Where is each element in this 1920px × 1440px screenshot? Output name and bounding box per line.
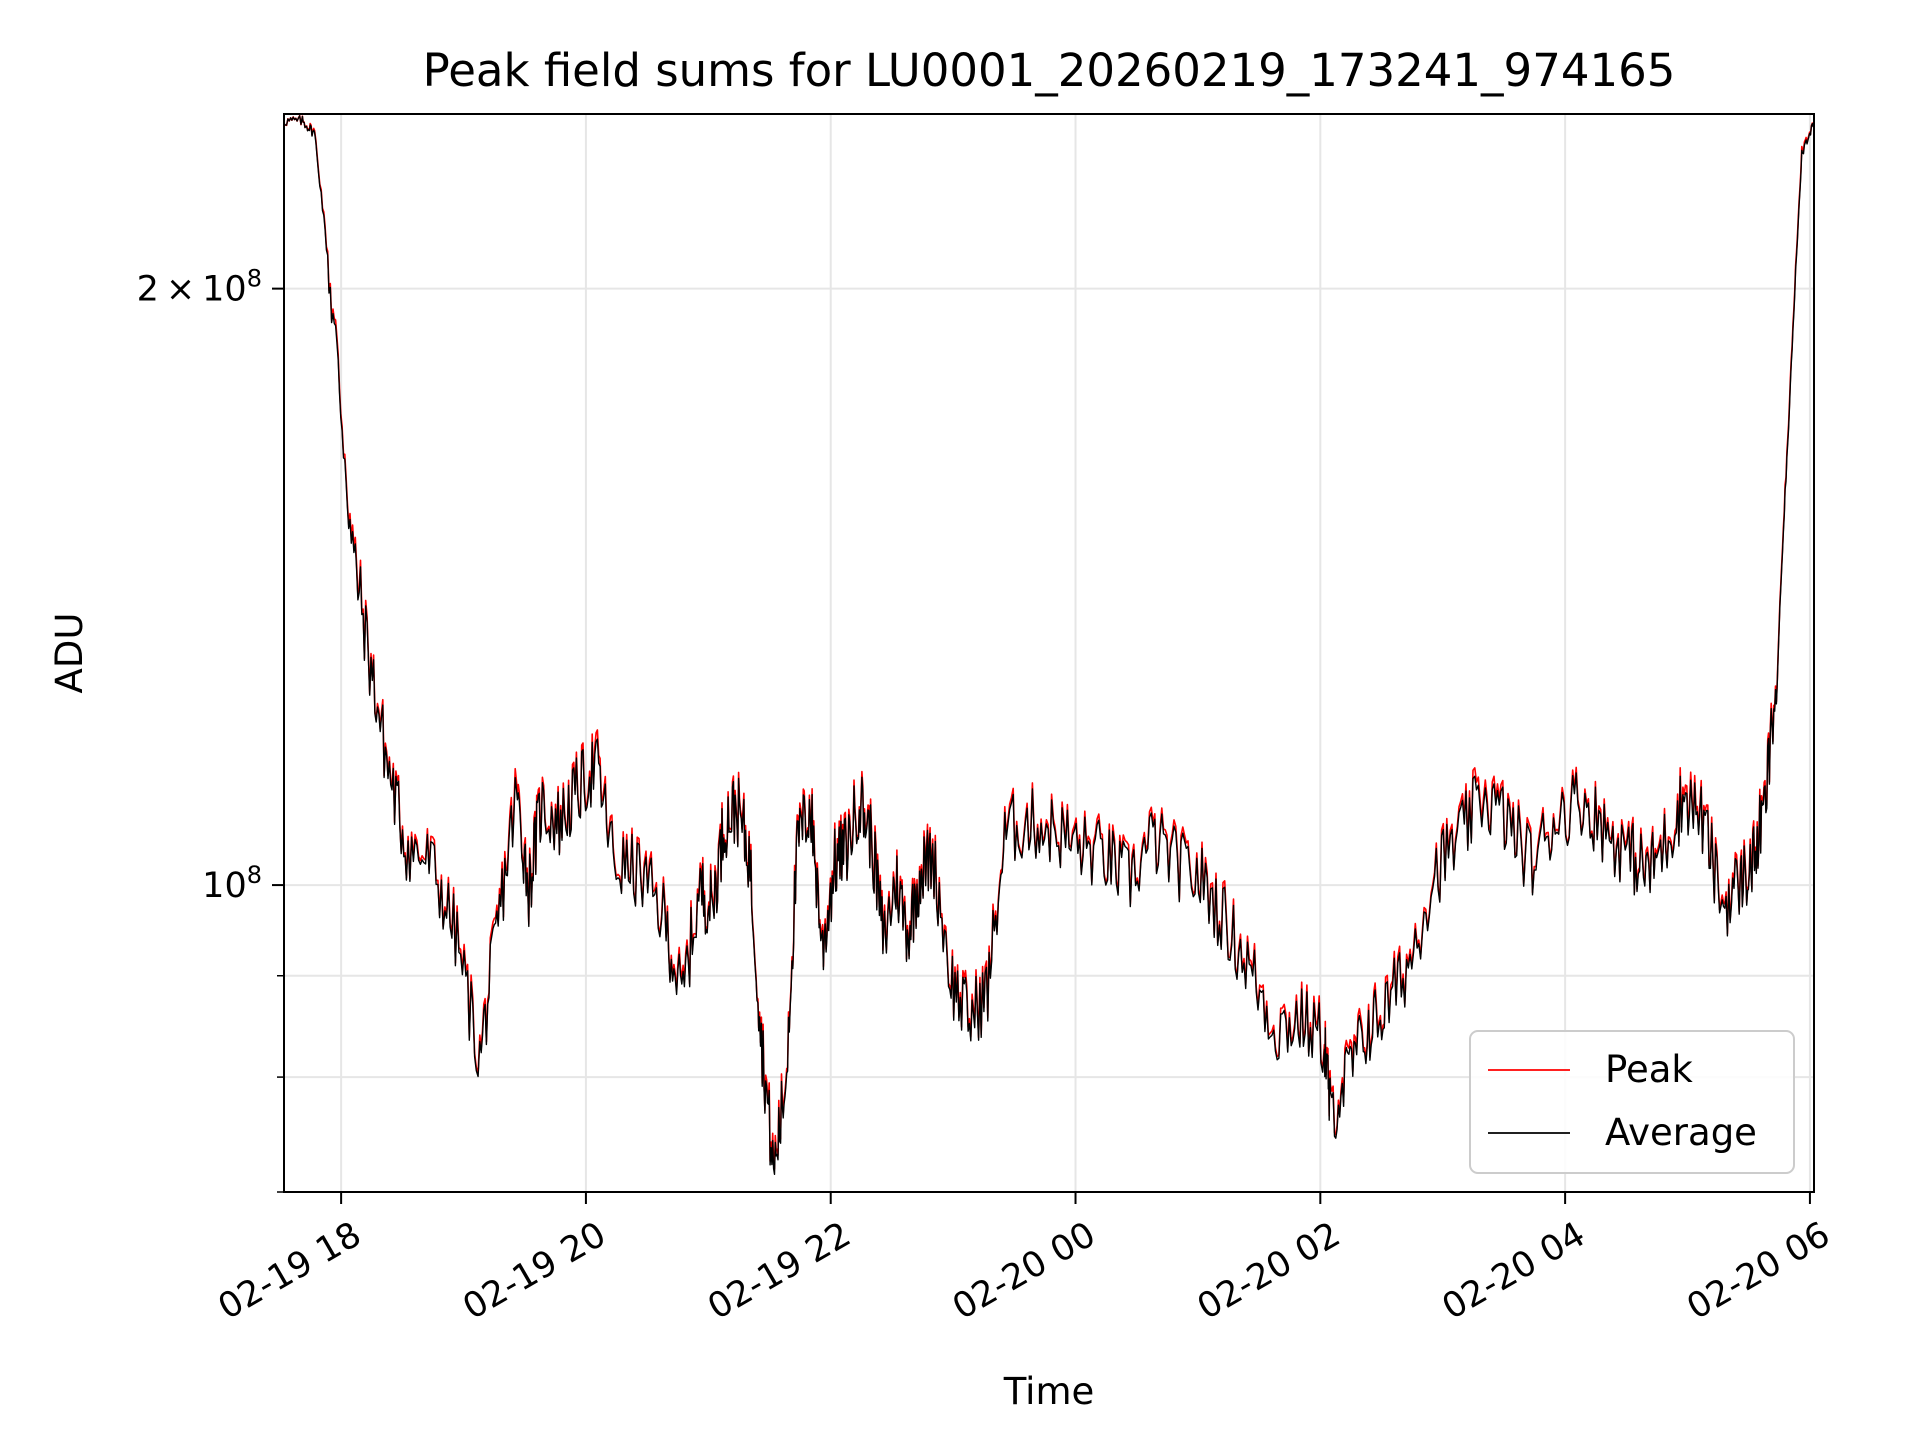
series-line-average [283, 115, 1815, 1175]
axes-frame [283, 113, 1815, 1193]
y-tick-label: 108 [202, 861, 262, 906]
y-axis-label: ADU [48, 613, 91, 694]
legend: Peak Average [1469, 1030, 1795, 1174]
y-tick-label: 2 × 108 [137, 265, 262, 310]
y-axis-ticks: 108 2 × 108 [137, 265, 284, 1193]
series-layer [283, 114, 1815, 1175]
legend-box [1469, 1030, 1795, 1174]
legend-label-average: Average [1605, 1111, 1757, 1154]
legend-label-peak: Peak [1605, 1048, 1693, 1091]
chart-title: Peak field sums for LU0001_20260219_1732… [423, 44, 1676, 97]
x-axis-label: Time [1003, 1370, 1095, 1413]
